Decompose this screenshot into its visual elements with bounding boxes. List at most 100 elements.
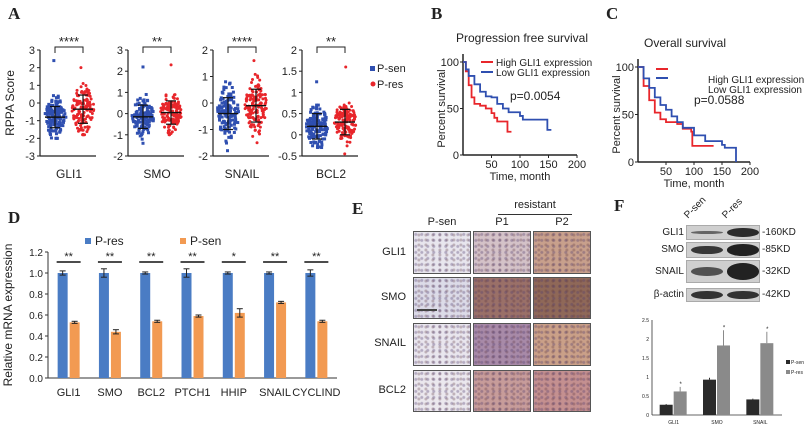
a-point-p-res <box>264 107 268 111</box>
d-significance: ** <box>271 251 280 263</box>
a-point-p-res <box>172 93 176 97</box>
a-point-p-sen <box>62 114 66 118</box>
ihc-image-gli1-p1 <box>473 231 531 274</box>
a-point-p-res <box>173 120 177 124</box>
a-point-p-sen <box>134 121 138 125</box>
a-point-p-sen <box>224 141 228 145</box>
a-point-p-sen <box>234 118 238 122</box>
km-xlabel: Time, month <box>490 171 551 183</box>
ihc-image-snail-p1 <box>473 323 531 366</box>
a-significance: ** <box>326 34 336 49</box>
a-point-p-sen <box>305 129 309 133</box>
a-point-p-res <box>91 102 95 106</box>
d-legend-label: P-sen <box>190 234 221 248</box>
ihc-group-line <box>498 214 572 215</box>
a-point-p-res <box>249 116 253 120</box>
d-y-tick-label: 1.0 <box>29 269 43 280</box>
blot-size-label: -32KD <box>762 265 791 277</box>
a-point-p-res <box>81 133 85 137</box>
a-point-p-res <box>86 104 90 108</box>
a-point-p-sen <box>138 106 142 110</box>
a-point-p-res <box>81 82 85 86</box>
a-point-p-res <box>176 100 180 104</box>
a-point-p-sen <box>320 146 324 150</box>
a-significance: ** <box>152 34 162 49</box>
a-point-p-res <box>257 118 261 122</box>
ihc-col-label: P2 <box>555 216 569 228</box>
d-bar-p-sen <box>193 316 204 378</box>
a-point-p-sen <box>236 103 240 107</box>
blot-protein-label: SNAIL <box>655 265 684 277</box>
a-point-p-sen <box>61 119 65 123</box>
km-y-tick-label: 100 <box>616 62 634 74</box>
a-point-p-sen <box>220 101 224 105</box>
a-point-p-sen <box>224 110 228 114</box>
d-bar-p-res <box>264 273 275 378</box>
a-point-p-sen <box>134 111 138 115</box>
ihc-image-smo-p1 <box>473 277 531 319</box>
a-point-p-sen <box>323 122 327 126</box>
a-point-p-sen <box>58 127 62 131</box>
a-point-p-res <box>172 118 176 122</box>
km-x-tick-label: 150 <box>539 159 557 171</box>
a-point-p-res <box>348 140 352 144</box>
km-legend-label: High GLI1 expression <box>708 75 804 86</box>
a-point-p-sen <box>145 123 149 127</box>
a-category-label: SNAIL <box>225 167 260 181</box>
a-point-p-sen <box>54 102 58 106</box>
a-point-p-sen <box>47 106 51 110</box>
a-point-p-res <box>255 141 259 145</box>
a-point-p-sen <box>57 110 61 114</box>
km-legend-label: Low GLI1 expression <box>496 68 590 79</box>
a-point-p-sen <box>315 105 319 109</box>
d-significance: ** <box>312 251 321 263</box>
a-point-p-res <box>173 100 177 104</box>
a-point-p-sen <box>226 94 230 98</box>
a-sig-bracket <box>142 46 172 53</box>
a-point-p-res <box>79 116 83 120</box>
a-point-p-res <box>164 93 168 97</box>
a-y-tick-label: 0 <box>291 130 297 142</box>
a-point-p-res <box>169 63 173 67</box>
km-x-tick-label: 100 <box>511 159 529 171</box>
blot-band <box>727 263 759 280</box>
km-title: Overall survival <box>644 36 726 50</box>
km-xlabel: Time, month <box>664 178 725 190</box>
a-point-p-sen <box>323 116 327 120</box>
blot-strip-smo <box>686 242 760 258</box>
a-point-p-sen <box>141 99 145 103</box>
ihc-image-snail-p-sen <box>413 323 471 366</box>
a-point-p-sen <box>50 108 54 112</box>
d-category-label: PTCH1 <box>174 387 210 399</box>
d-legend-label: P-res <box>95 234 124 248</box>
a-point-p-sen <box>234 120 238 124</box>
km-ylabel: Percent survival <box>436 69 448 147</box>
a-point-p-sen <box>140 137 144 141</box>
a-point-p-res <box>340 131 344 135</box>
a-point-p-sen <box>308 123 312 127</box>
a-point-p-res <box>338 114 342 118</box>
ihc-row-label: BCL2 <box>378 384 406 396</box>
a-point-p-res <box>258 132 262 136</box>
a-y-tick-label: -2 <box>198 151 208 163</box>
a-point-p-sen <box>232 122 236 126</box>
f-bar-p-res <box>673 391 687 415</box>
a-point-p-res <box>263 116 267 120</box>
km-x-tick-label: 150 <box>713 166 731 178</box>
a-point-p-res <box>178 104 182 108</box>
d-bar-p-res <box>181 273 192 378</box>
a-point-p-sen <box>307 135 311 139</box>
a-point-p-res <box>174 109 178 113</box>
blot-band <box>691 245 723 255</box>
a-point-p-sen <box>220 90 224 94</box>
a-point-p-sen <box>316 142 320 146</box>
a-point-p-res <box>252 117 256 121</box>
a-point-p-sen <box>45 107 49 111</box>
a-point-p-res <box>161 115 165 119</box>
f-category-label: SNAIL <box>753 420 768 426</box>
a-point-p-sen <box>134 124 138 128</box>
a-point-p-res <box>173 103 177 107</box>
panel-label-e: E <box>352 199 364 218</box>
a-y-tick-label: 1 <box>202 72 208 84</box>
a-point-p-sen <box>312 136 316 140</box>
